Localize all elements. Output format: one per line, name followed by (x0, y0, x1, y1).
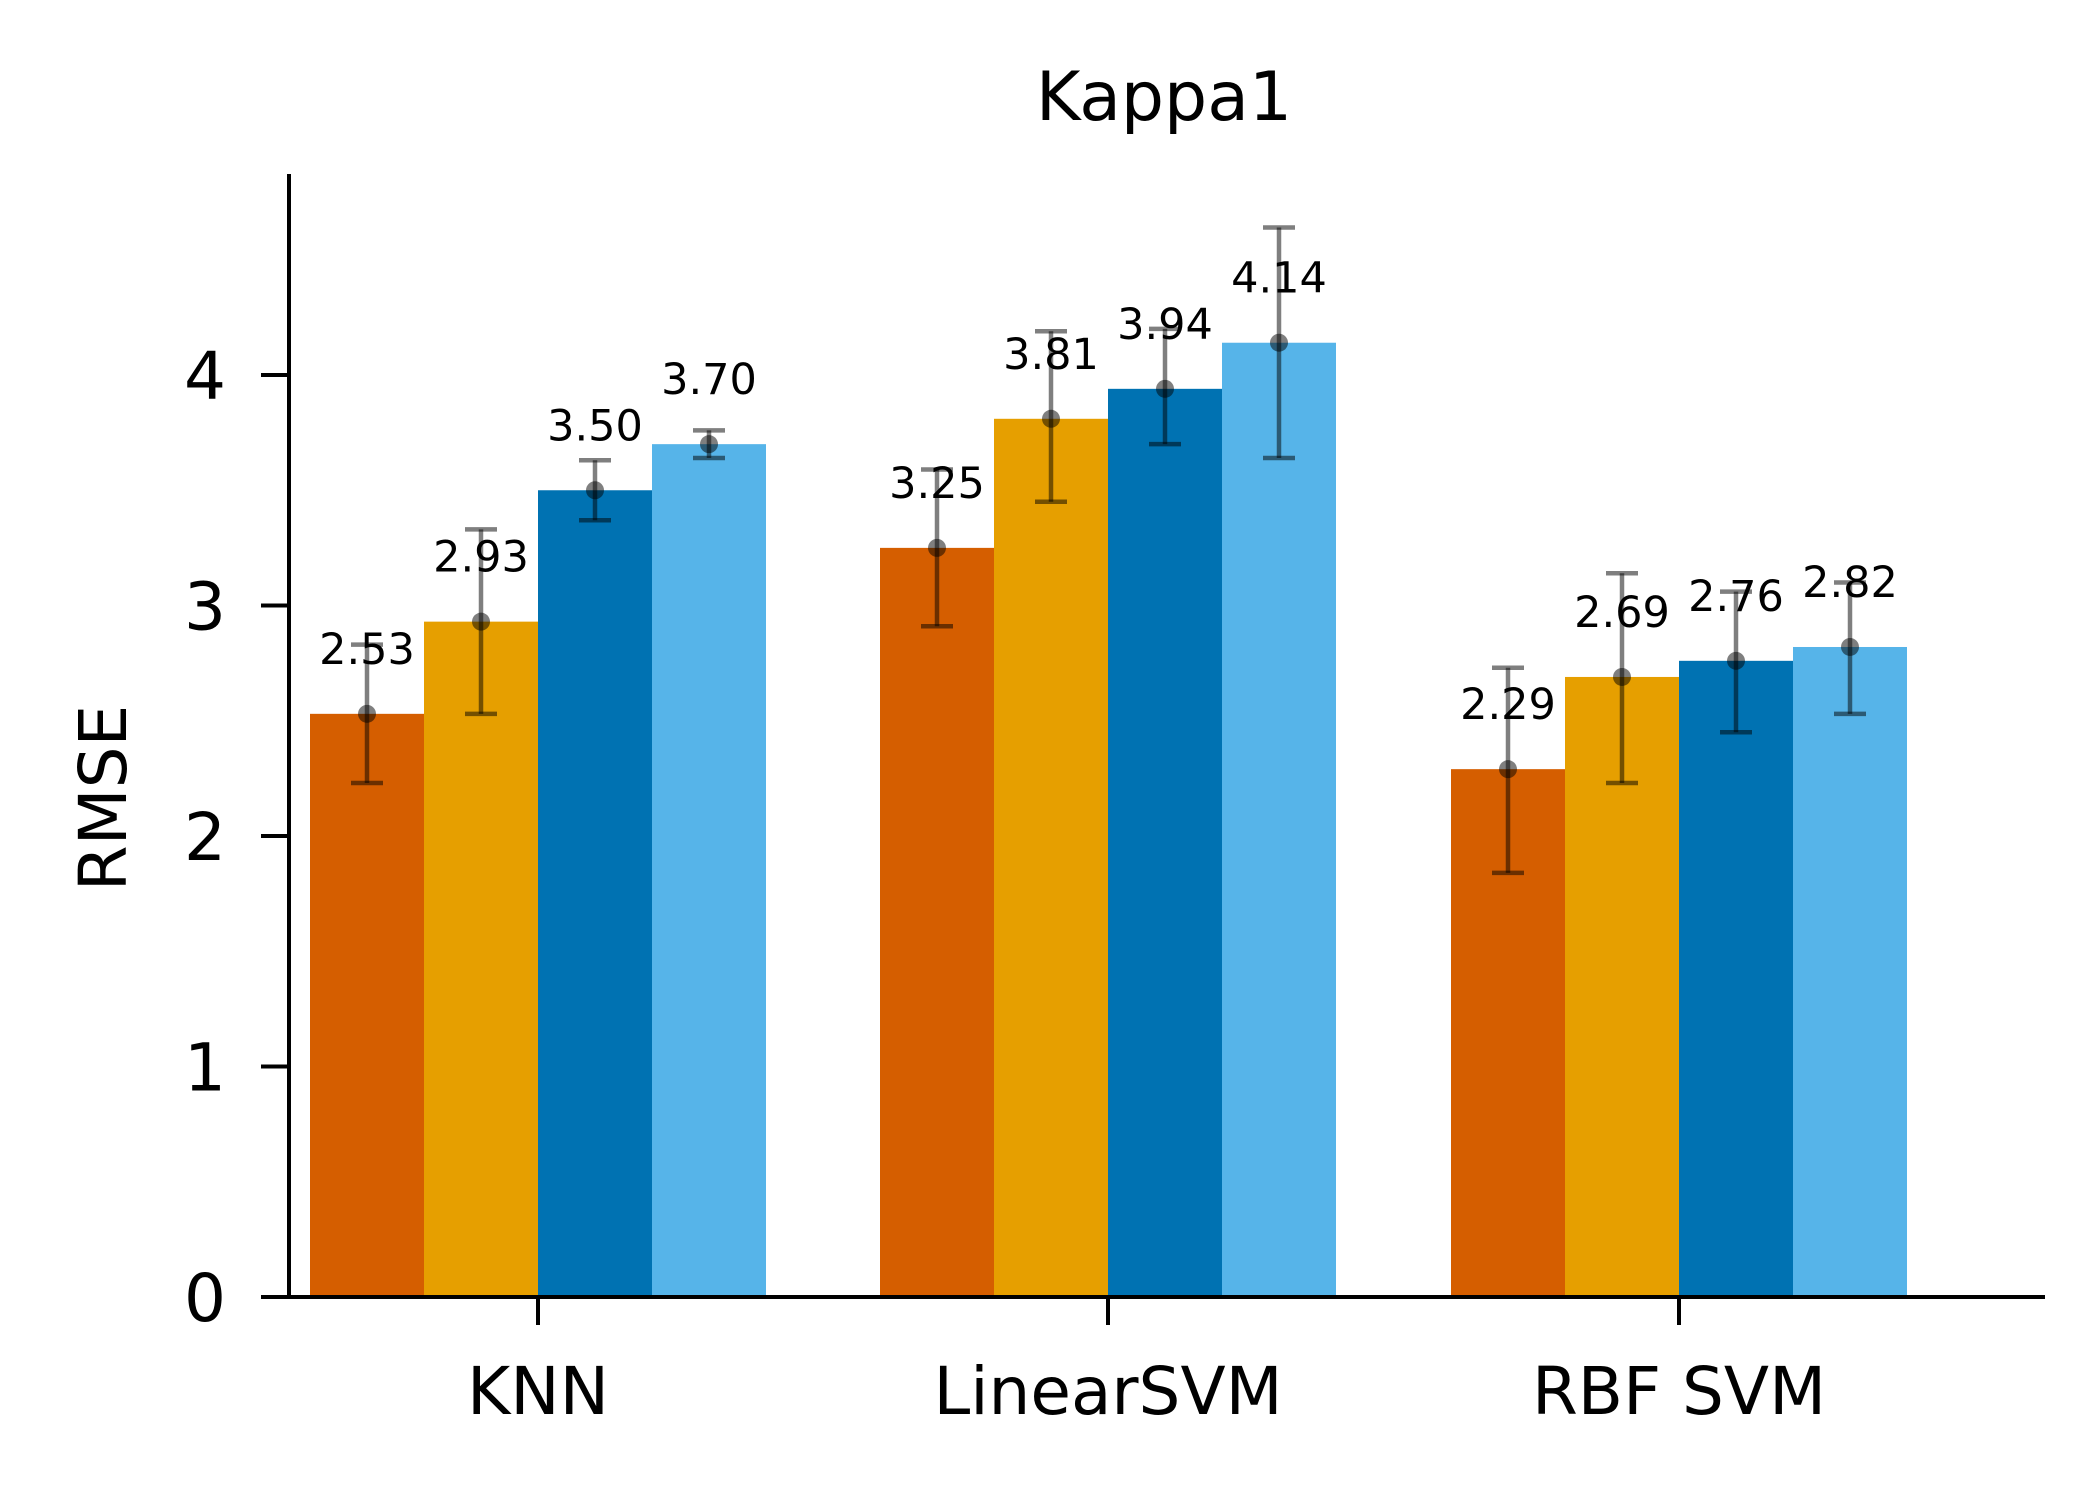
mean-point (1613, 667, 1631, 686)
mean-point (1727, 651, 1745, 670)
y-tick-label: 0 (184, 1260, 226, 1337)
mean-point (358, 704, 376, 723)
y-ticks-group: 0 1 2 3 4 (184, 338, 289, 1337)
mean-point (472, 612, 490, 631)
mean-point (1270, 333, 1288, 352)
mean-point (1841, 637, 1859, 656)
data-label: 3.81 (1003, 330, 1099, 380)
data-label: 2.69 (1574, 588, 1670, 638)
data-label: 3.94 (1117, 300, 1213, 350)
bar-linearsvm-series-1 (880, 547, 994, 1297)
y-tick-label: 3 (184, 569, 226, 646)
error-bar (1720, 589, 1752, 735)
bar-knn-series-3 (538, 490, 652, 1297)
mean-point (700, 435, 718, 454)
y-tick-label: 1 (184, 1030, 226, 1107)
data-label: 2.76 (1688, 572, 1784, 622)
mean-point (1042, 409, 1060, 428)
error-bar (1606, 570, 1638, 786)
bar-linearsvm-series-3 (1108, 388, 1222, 1298)
error-bar (1149, 326, 1181, 447)
bars-group (310, 342, 1907, 1298)
chart-title: Kappa1 (1036, 58, 1292, 137)
x-tick-label: KNN (467, 1353, 609, 1430)
bar-knn-series-1 (310, 713, 424, 1297)
x-ticks-group: KNN LinearSVM RBF SVM (467, 1297, 1826, 1430)
x-tick-label: LinearSVM (933, 1353, 1282, 1430)
data-labels-group: 2.53 3.25 2.29 2.93 3.81 2.69 3.50 3.94 2.76 3.70… (319, 254, 1898, 730)
error-bar (1492, 665, 1524, 876)
mean-point (1499, 760, 1517, 779)
bar-knn-series-2 (424, 621, 538, 1297)
error-bar (1263, 225, 1295, 461)
error-bars-group (351, 225, 1866, 876)
bar-knn-series-4 (652, 444, 766, 1297)
data-label: 4.14 (1231, 254, 1327, 304)
error-bar (693, 428, 725, 461)
data-label: 2.93 (433, 533, 529, 583)
error-bar (351, 642, 383, 786)
data-label: 3.70 (661, 355, 757, 405)
y-axis-label: RMSE (65, 705, 142, 891)
error-bar (465, 527, 497, 717)
error-bar (921, 467, 953, 629)
bar-linearsvm-series-4 (1222, 342, 1336, 1298)
error-bar (1035, 328, 1067, 505)
y-tick-label: 2 (184, 799, 226, 876)
data-label: 2.82 (1802, 558, 1898, 608)
y-tick-label: 4 (184, 338, 226, 415)
bar-linearsvm-series-2 (994, 418, 1108, 1297)
data-label: 2.29 (1460, 680, 1556, 730)
data-label: 2.53 (319, 625, 415, 675)
bar-rbf-svm-series-4 (1793, 646, 1907, 1297)
mean-point (928, 538, 946, 557)
mean-point (586, 481, 604, 500)
data-label: 3.50 (547, 401, 643, 451)
error-bar (579, 458, 611, 523)
mean-point (1156, 379, 1174, 398)
data-label: 3.25 (889, 459, 985, 509)
x-tick-label: RBF SVM (1532, 1353, 1826, 1430)
error-bar (1834, 580, 1866, 717)
bar-rbf-svm-series-3 (1679, 660, 1793, 1297)
